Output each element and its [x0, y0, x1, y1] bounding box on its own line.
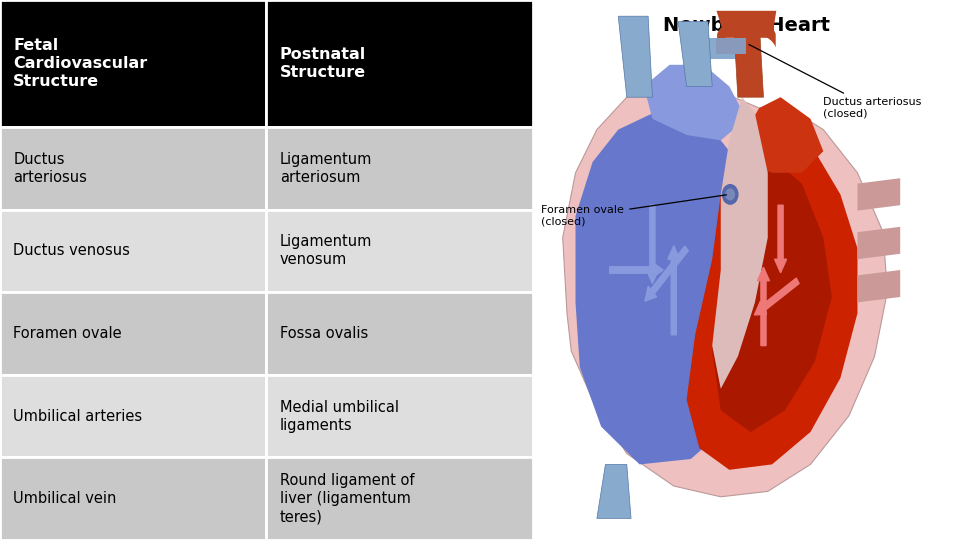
Text: Ductus arteriosus
(closed): Ductus arteriosus (closed) — [749, 44, 922, 119]
Text: Umbilical arteries: Umbilical arteries — [13, 409, 142, 423]
Polygon shape — [563, 81, 887, 497]
Bar — [267, 0, 533, 127]
Bar — [267, 127, 533, 210]
Polygon shape — [686, 124, 857, 470]
Polygon shape — [857, 270, 900, 302]
Bar — [0, 457, 267, 540]
Polygon shape — [712, 97, 768, 389]
Polygon shape — [857, 178, 900, 211]
Text: Ductus
arteriosus: Ductus arteriosus — [13, 152, 87, 185]
FancyArrow shape — [775, 205, 786, 273]
Polygon shape — [717, 19, 776, 48]
Bar — [0, 0, 267, 127]
Text: Newborn Heart: Newborn Heart — [663, 16, 829, 35]
FancyArrow shape — [685, 100, 722, 126]
Bar — [0, 210, 267, 292]
Circle shape — [726, 189, 734, 200]
Polygon shape — [576, 113, 777, 464]
FancyArrow shape — [645, 246, 688, 301]
Polygon shape — [618, 16, 653, 97]
Bar — [267, 457, 533, 540]
Text: Ligamentum
venosum: Ligamentum venosum — [279, 234, 372, 267]
Polygon shape — [716, 38, 747, 54]
Polygon shape — [857, 227, 900, 259]
Polygon shape — [716, 11, 777, 38]
Text: Umbilical vein: Umbilical vein — [13, 491, 117, 506]
Polygon shape — [747, 97, 824, 173]
Polygon shape — [678, 22, 712, 86]
Text: Round ligament of
liver (ligamentum
teres): Round ligament of liver (ligamentum tere… — [279, 473, 414, 524]
Bar — [0, 292, 267, 375]
Bar — [267, 375, 533, 457]
Bar — [267, 292, 533, 375]
Text: Foramen ovale
(closed): Foramen ovale (closed) — [541, 195, 727, 227]
FancyArrow shape — [668, 246, 680, 335]
Text: Fossa ovalis: Fossa ovalis — [279, 326, 368, 341]
Polygon shape — [644, 65, 747, 140]
Bar — [0, 127, 267, 210]
Polygon shape — [695, 38, 747, 59]
Polygon shape — [712, 162, 831, 432]
FancyArrow shape — [757, 267, 770, 346]
FancyArrow shape — [646, 205, 659, 284]
Text: Ductus venosus: Ductus venosus — [13, 244, 131, 258]
Circle shape — [723, 185, 738, 204]
Text: Postnatal
Structure: Postnatal Structure — [279, 47, 366, 80]
Bar — [0, 375, 267, 457]
FancyArrow shape — [610, 262, 663, 278]
Text: Fetal
Cardiovascular
Structure: Fetal Cardiovascular Structure — [13, 38, 148, 89]
Text: Foramen ovale: Foramen ovale — [13, 326, 122, 341]
FancyArrow shape — [755, 278, 799, 315]
Text: Medial umbilical
ligaments: Medial umbilical ligaments — [279, 400, 398, 433]
Bar — [267, 210, 533, 292]
Polygon shape — [733, 22, 763, 97]
Text: Ligamentum
arteriosum: Ligamentum arteriosum — [279, 152, 372, 185]
Polygon shape — [597, 464, 631, 518]
